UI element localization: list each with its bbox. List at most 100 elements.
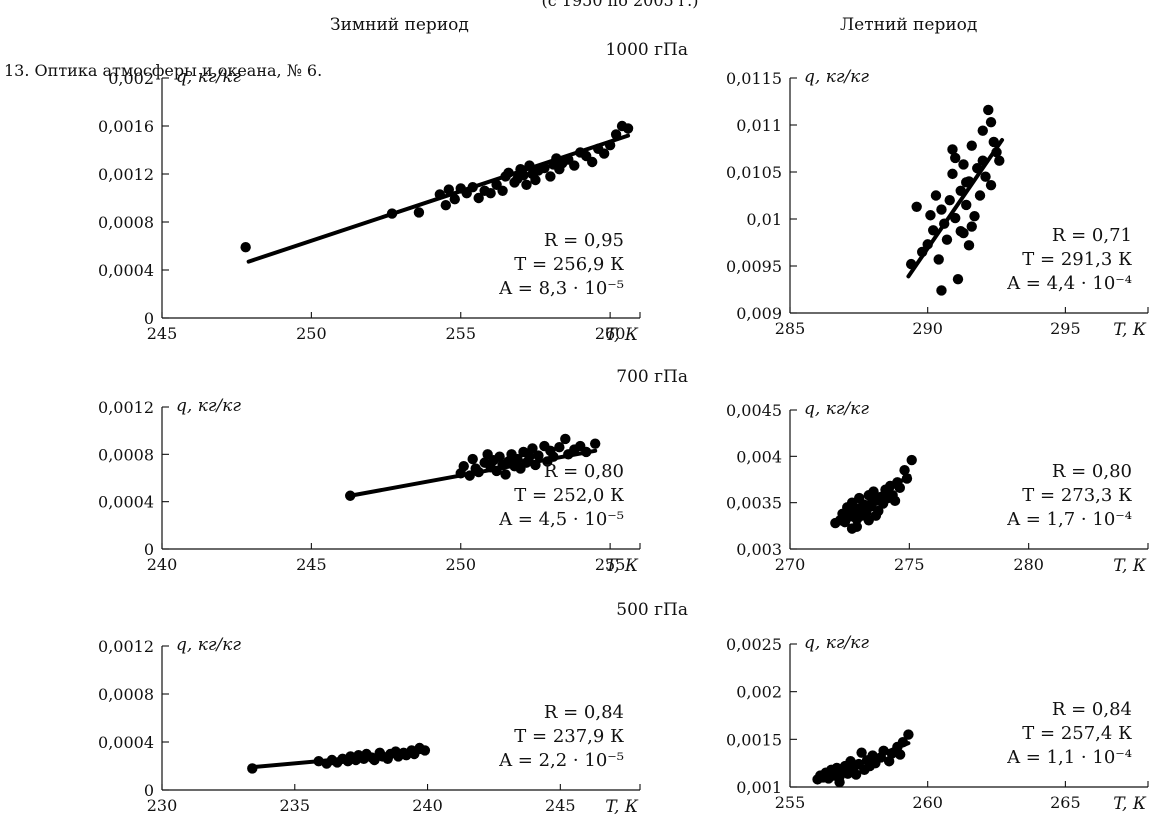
data-point: [512, 453, 523, 465]
data-point: [966, 221, 977, 232]
data-point: [928, 225, 939, 236]
stat-annotation: T = 237,9 К: [514, 726, 624, 747]
data-point: [905, 258, 917, 270]
data-point: [988, 136, 999, 148]
data-point: [950, 212, 961, 224]
y-axis-label: q, кг/кг: [176, 635, 241, 655]
x-tick-label: 260: [595, 324, 626, 343]
stat-annotation: R = 0,84: [544, 702, 624, 723]
y-tick-label: 0,0008: [98, 685, 154, 704]
data-point: [560, 433, 571, 445]
scatter-panel-summer: 0,001 0,0015 0,002 0,0025 255 260 265 T, К q, кг…: [726, 633, 1149, 814]
y-tick-label: 0,0012: [98, 398, 154, 417]
data-point: [610, 129, 622, 140]
data-point: [369, 754, 380, 766]
x-axis-label: T, К: [605, 797, 639, 817]
x-tick-label: 250: [445, 555, 476, 574]
data-point: [961, 199, 972, 211]
data-point: [587, 156, 598, 168]
y-tick-label: 0,011: [736, 116, 782, 135]
x-tick-label: 235: [280, 796, 311, 815]
stat-annotation: A = 8,3 · 10⁻⁵: [498, 278, 624, 299]
x-axis-label: T, К: [1113, 794, 1147, 814]
x-tick-label: 230: [147, 796, 178, 815]
scatter-panel-winter: 0 0,0004 0,0008 0,0012 230 235 240 245 T, К q, кг…: [98, 635, 641, 817]
data-point: [894, 482, 905, 494]
data-point: [955, 185, 966, 196]
journal-note: 13. Оптика атмосферы и океана, № 6.: [4, 61, 322, 80]
y-tick-label: 0,0004: [98, 493, 154, 512]
data-point: [345, 490, 356, 501]
data-point: [434, 189, 446, 200]
data-point: [870, 510, 882, 521]
y-tick-label: 0,0095: [726, 257, 782, 276]
data-point: [977, 155, 988, 166]
y-tick-label: 0,0008: [98, 213, 154, 232]
scatter-panel-summer: 0,003 0,0035 0,004 0,0045 270 275 280 T, К q, кг…: [726, 399, 1149, 576]
y-tick-label: 0,0045: [726, 401, 782, 420]
data-point: [240, 242, 251, 253]
data-point: [524, 451, 535, 462]
data-point: [494, 451, 505, 462]
data-point: [916, 246, 928, 258]
level-label-1000: 1000 гПа: [605, 40, 688, 60]
x-tick-label: 280: [1013, 555, 1044, 574]
data-point: [554, 442, 565, 453]
data-point: [985, 179, 997, 191]
data-point: [878, 745, 889, 756]
data-point: [994, 155, 1005, 166]
data-point: [969, 210, 980, 222]
data-point: [897, 736, 909, 748]
winter-period-title: Зимний период: [330, 15, 469, 35]
stat-annotation: A = 4,5 · 10⁻⁵: [498, 509, 624, 530]
data-point: [419, 745, 431, 756]
data-point: [473, 192, 484, 204]
scatter-panel-winter: 0 0,0004 0,0008 0,0012 0,0016 0,002 245 250 255 2…: [98, 67, 641, 345]
data-point: [530, 174, 541, 186]
data-point: [545, 171, 556, 182]
data-point: [963, 240, 975, 251]
y-axis-label: q, кг/кг: [176, 396, 241, 416]
x-axis-label: T, К: [1113, 320, 1147, 340]
data-point: [518, 170, 529, 181]
y-tick-label: 0,0008: [98, 445, 154, 464]
top-caption: (с 1950 по 2005 г.): [542, 0, 699, 10]
data-point: [604, 140, 616, 151]
stat-annotation: A = 4,4 · 10⁻⁴: [1006, 273, 1132, 294]
data-point: [449, 194, 460, 205]
data-point: [464, 470, 475, 481]
data-point: [539, 162, 550, 174]
data-point: [944, 195, 955, 206]
y-tick-label: 0,0004: [98, 733, 154, 752]
data-point: [440, 200, 452, 211]
data-point: [936, 204, 947, 215]
scatter-panel-summer: 0,009 0,0095 0,01 0,0105 0,011 0,0115 285 290 29…: [726, 67, 1149, 340]
data-point: [485, 188, 496, 199]
data-point: [589, 438, 601, 449]
data-point: [524, 160, 535, 171]
stat-annotation: R = 0,84: [1052, 699, 1132, 720]
data-point: [972, 163, 983, 174]
x-axis-label: T, К: [605, 556, 639, 576]
stat-annotation: R = 0,80: [1052, 461, 1132, 482]
data-point: [622, 123, 634, 134]
y-tick-label: 0,009: [736, 304, 782, 323]
data-point: [958, 227, 969, 239]
stat-annotation: T = 273,3 К: [1022, 485, 1132, 506]
data-point: [856, 747, 867, 758]
data-point: [834, 777, 845, 788]
data-point: [966, 140, 977, 151]
data-point: [598, 148, 610, 159]
y-tick-label: 0,0004: [98, 261, 154, 280]
data-point: [247, 763, 258, 774]
y-tick-label: 0,002: [736, 683, 782, 702]
data-point: [413, 207, 425, 218]
x-tick-label: 255: [775, 793, 806, 812]
data-point: [958, 159, 969, 170]
x-tick-label: 290: [912, 319, 943, 338]
x-tick-label: 245: [147, 324, 178, 343]
x-tick-label: 295: [1050, 319, 1081, 338]
data-point: [947, 144, 958, 155]
